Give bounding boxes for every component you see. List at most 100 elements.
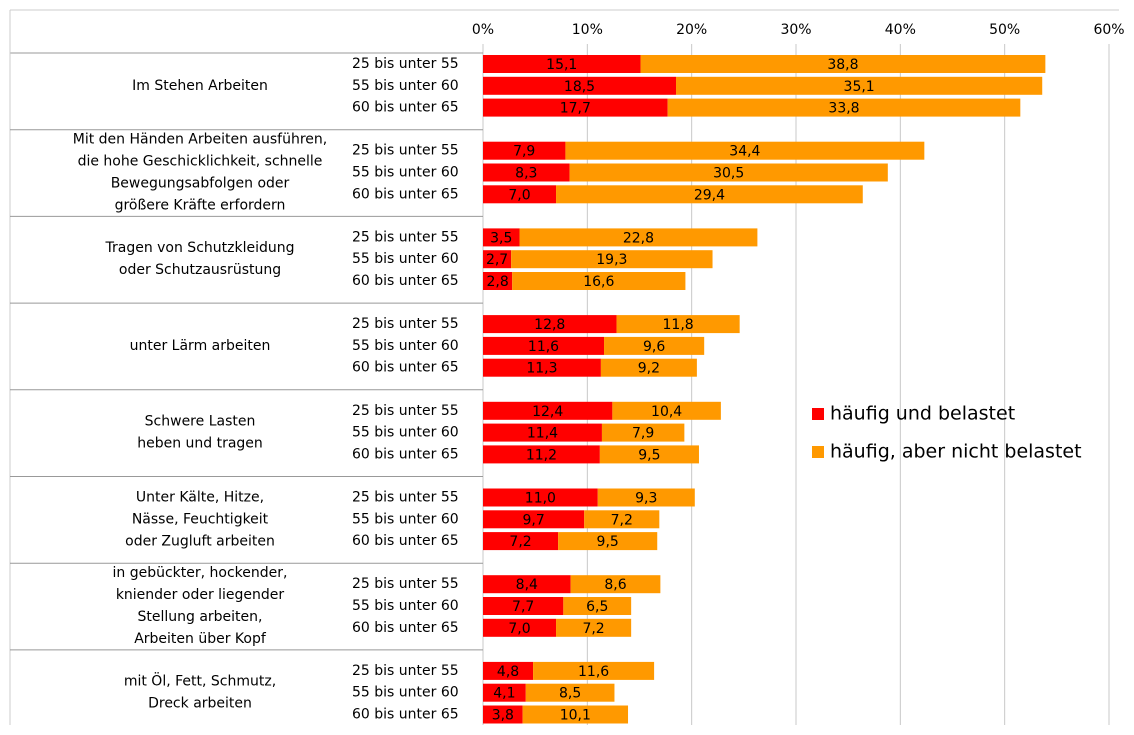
- value-label: 7,7: [512, 599, 534, 615]
- group-label: Unter Kälte, Hitze,: [136, 489, 264, 505]
- value-label: 11,8: [663, 317, 694, 333]
- category-label: 55 bis unter 60: [352, 251, 459, 267]
- bar-segment: [612, 401, 721, 420]
- group-label: Schwere Lasten: [145, 414, 256, 430]
- category-label: 60 bis unter 65: [352, 446, 459, 462]
- group-label: Nässe, Feuchtigkeit: [132, 511, 269, 527]
- category-label: 25 bis unter 55: [352, 316, 459, 332]
- bar-segment: [512, 272, 686, 290]
- value-label: 11,6: [578, 664, 609, 680]
- bar-segment: [483, 185, 557, 204]
- bar-segment: [584, 510, 660, 529]
- value-label: 4,1: [493, 686, 515, 702]
- value-label: 10,4: [651, 404, 682, 420]
- category-label: 25 bis unter 55: [352, 403, 459, 419]
- category-label: 25 bis unter 55: [352, 663, 459, 679]
- bar-segment: [483, 315, 617, 334]
- bar-segment: [667, 98, 1021, 117]
- value-label: 9,3: [635, 491, 657, 507]
- bar-segment: [483, 250, 512, 269]
- value-label: 3,8: [492, 708, 514, 724]
- bar-segment: [519, 228, 758, 247]
- value-label: 10,1: [560, 708, 591, 724]
- category-label: 55 bis unter 60: [352, 338, 459, 354]
- legend-swatch: [812, 446, 824, 458]
- bar-segment: [483, 683, 526, 702]
- value-label: 8,5: [559, 686, 581, 702]
- value-label: 15,1: [546, 57, 577, 73]
- category-label: 25 bis unter 55: [352, 56, 459, 72]
- bar-segment: [483, 98, 668, 117]
- value-label: 9,5: [638, 447, 660, 463]
- bar-segment: [483, 272, 513, 290]
- bar-segment: [511, 250, 713, 269]
- x-tick-label: 0%: [472, 22, 494, 38]
- value-label: 35,1: [844, 79, 875, 95]
- value-label: 2,8: [486, 274, 508, 290]
- bar-segment: [597, 488, 695, 507]
- bar-segment: [483, 401, 613, 420]
- value-label: 11,2: [526, 447, 557, 463]
- group-label: Stellung arbeiten,: [137, 609, 262, 625]
- value-label: 8,6: [604, 577, 626, 593]
- category-label: 25 bis unter 55: [352, 490, 459, 506]
- value-label: 7,9: [513, 144, 535, 160]
- value-label: 9,2: [638, 361, 660, 377]
- bar-segment: [483, 575, 571, 594]
- group-label: oder Zugluft arbeiten: [125, 533, 275, 549]
- bar-segment: [616, 315, 740, 334]
- category-label: 55 bis unter 60: [352, 598, 459, 614]
- bar-segment: [522, 705, 629, 724]
- value-label: 18,5: [564, 79, 595, 95]
- category-label: 55 bis unter 60: [352, 685, 459, 701]
- group-label: die hohe Geschicklichkeit, schnelle: [78, 154, 323, 170]
- group-label: Arbeiten über Kopf: [134, 631, 267, 647]
- category-label: 60 bis unter 65: [352, 620, 459, 636]
- value-label: 7,9: [632, 426, 654, 442]
- category-label: 60 bis unter 65: [352, 186, 459, 202]
- bar-segment: [601, 423, 685, 442]
- group-label: Bewegungsabfolgen oder: [111, 176, 290, 192]
- category-label: 60 bis unter 65: [352, 100, 459, 116]
- bar-segment: [565, 141, 925, 160]
- category-label: 60 bis unter 65: [352, 360, 459, 376]
- x-tick-label: 10%: [572, 22, 603, 38]
- category-label: 25 bis unter 55: [352, 229, 459, 245]
- category-label: 55 bis unter 60: [352, 511, 459, 527]
- group-label: Im Stehen Arbeiten: [132, 78, 268, 94]
- value-label: 38,8: [827, 57, 858, 73]
- x-tick-label: 60%: [1093, 22, 1124, 38]
- group-label: mit Öl, Fett, Schmutz,: [124, 672, 276, 690]
- value-label: 9,7: [522, 512, 544, 528]
- bar-segment: [483, 336, 605, 355]
- value-label: 9,5: [597, 534, 619, 550]
- bar-segment: [604, 336, 705, 355]
- group-label: kniender oder liegender: [116, 587, 285, 603]
- bar-segment: [483, 55, 641, 73]
- value-label: 7,2: [611, 512, 633, 528]
- category-label: 25 bis unter 55: [352, 576, 459, 592]
- value-label: 17,7: [560, 101, 591, 117]
- bar-segment: [556, 185, 863, 204]
- value-label: 12,8: [534, 317, 565, 333]
- bar-segment: [483, 228, 520, 247]
- legend-label: häufig und belastet: [830, 403, 1015, 425]
- category-label: 55 bis unter 60: [352, 165, 459, 181]
- group-label: Mit den Händen Arbeiten ausführen,: [73, 132, 328, 148]
- bar-segment: [483, 423, 602, 442]
- bar-segment: [483, 76, 677, 95]
- legend-label: häufig, aber nicht belastet: [830, 441, 1082, 463]
- value-label: 29,4: [694, 187, 725, 203]
- bar-segment: [570, 575, 661, 594]
- value-label: 22,8: [623, 230, 654, 246]
- group-label: heben und tragen: [137, 436, 263, 452]
- group-label: oder Schutzausrüstung: [119, 262, 281, 278]
- group-label: größere Kräfte erfordern: [115, 198, 286, 214]
- bar-segment: [483, 358, 601, 377]
- value-label: 4,8: [497, 664, 519, 680]
- value-label: 8,4: [516, 577, 538, 593]
- bar-segment: [676, 76, 1043, 95]
- legend-swatch: [812, 408, 824, 420]
- bar-segment: [525, 683, 615, 702]
